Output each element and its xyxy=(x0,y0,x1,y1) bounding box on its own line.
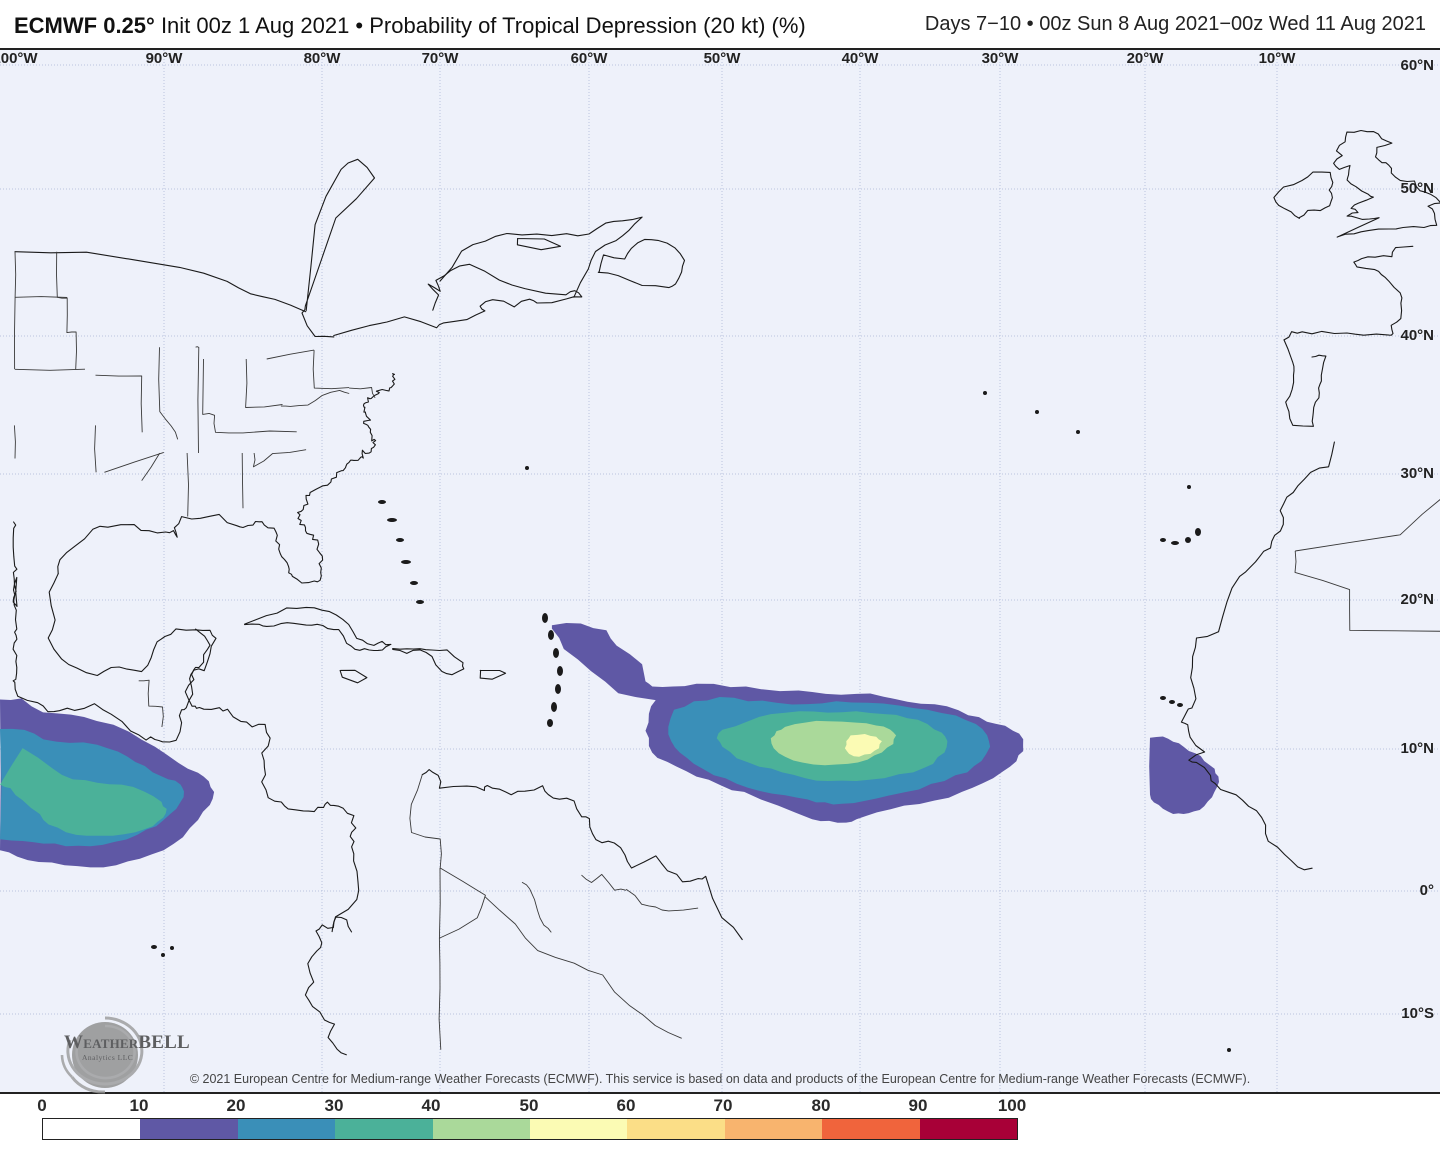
svg-text:30°W: 30°W xyxy=(982,50,1020,67)
svg-text:30°N: 30°N xyxy=(1400,465,1434,482)
svg-text:10°S: 10°S xyxy=(1401,1005,1434,1022)
svg-text:100°W: 100°W xyxy=(0,50,38,67)
svg-text:80°W: 80°W xyxy=(304,50,342,67)
svg-text:40°W: 40°W xyxy=(842,50,880,67)
svg-text:60°N: 60°N xyxy=(1400,57,1434,74)
svg-text:70°W: 70°W xyxy=(422,50,460,67)
svg-text:10°W: 10°W xyxy=(1259,50,1297,67)
svg-text:20°N: 20°N xyxy=(1400,591,1434,608)
svg-text:50°W: 50°W xyxy=(704,50,742,67)
svg-text:40°N: 40°N xyxy=(1400,327,1434,344)
svg-text:0°: 0° xyxy=(1420,882,1434,899)
svg-text:50°N: 50°N xyxy=(1400,180,1434,197)
svg-text:20°W: 20°W xyxy=(1127,50,1165,67)
svg-text:60°W: 60°W xyxy=(571,50,609,67)
svg-text:10°N: 10°N xyxy=(1400,740,1434,757)
svg-text:90°W: 90°W xyxy=(146,50,184,67)
